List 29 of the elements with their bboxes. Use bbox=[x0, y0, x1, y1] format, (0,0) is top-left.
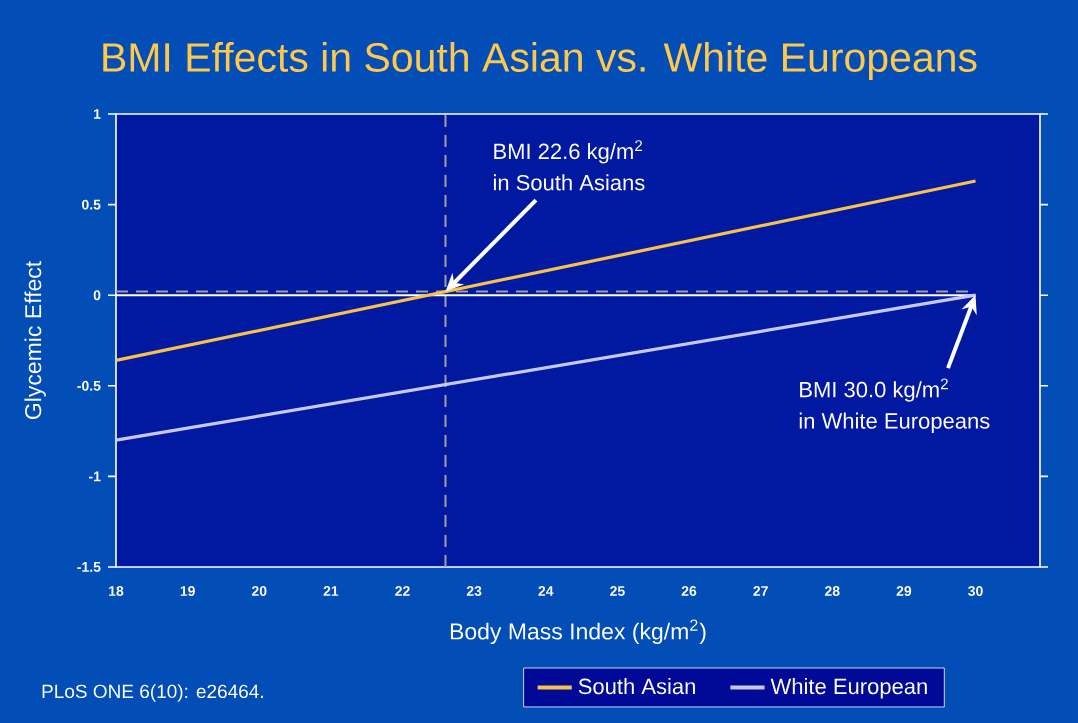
y-tick-label: -1.5 bbox=[77, 562, 101, 572]
chart-title: BMI Effects in South Asian vs. White Europeans bbox=[103, 41, 977, 81]
legend-label: White European bbox=[770, 678, 927, 699]
x-tick-label: 30 bbox=[968, 586, 983, 596]
annotation: in South Asians bbox=[493, 174, 645, 191]
x-tick-label: 28 bbox=[824, 586, 840, 596]
x-tick-label: 20 bbox=[251, 586, 267, 596]
x-tick-label: 26 bbox=[681, 586, 697, 596]
x-tick-label: 21 bbox=[323, 586, 339, 596]
y-axis-title: Glycemic Effect bbox=[24, 261, 46, 419]
y-tick-label: -0.5 bbox=[77, 380, 101, 391]
x-tick-label: 25 bbox=[610, 586, 625, 596]
x-tick-label: 29 bbox=[896, 586, 912, 596]
x-tick-label: 22 bbox=[395, 586, 410, 596]
annotation: BMI 22.6 kg/m$^{2}$ bbox=[494, 140, 643, 164]
x-tick-label: 27 bbox=[753, 586, 768, 596]
legend-label: South Asian bbox=[578, 678, 695, 695]
x-tick-label: 23 bbox=[466, 586, 482, 596]
y-tick-label: -1 bbox=[89, 471, 101, 482]
y-tick-label: 0 bbox=[93, 290, 101, 301]
x-tick-label: 19 bbox=[180, 586, 195, 596]
x-axis-title: Body Mass Index (kg/m$^{2}$) bbox=[450, 619, 706, 645]
y-tick-label: 1 bbox=[94, 109, 101, 119]
annotation: in White Europeans bbox=[799, 412, 990, 434]
x-tick-label: 24 bbox=[538, 586, 554, 596]
text: PLoS ONE 6(10): e26464. bbox=[42, 684, 263, 702]
annotation: BMI 30.0 kg/m$^{2}$ bbox=[800, 378, 948, 402]
y-tick-label: 0.5 bbox=[82, 199, 101, 210]
x-tick-label: 18 bbox=[109, 586, 124, 596]
